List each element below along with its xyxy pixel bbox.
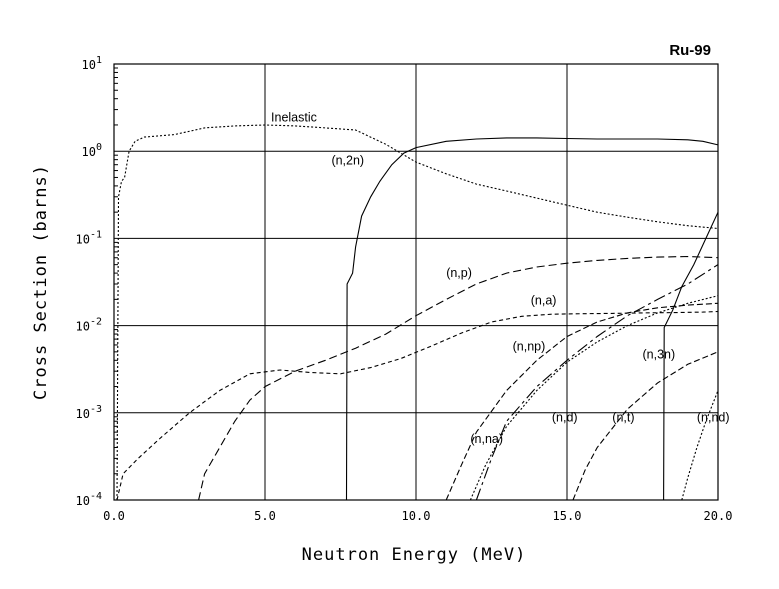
series-label: (n,nd) xyxy=(697,410,730,424)
series-line xyxy=(475,264,719,501)
tick-labels: 0.0 5.0 10.0 15.0 20.0 101 100 10-1 10-2 10-3 10-4 xyxy=(76,55,733,523)
x-tick-label: 0.0 xyxy=(103,509,125,523)
x-tick-label: 5.0 xyxy=(254,509,276,523)
y-axis-title: Cross Section (barns) xyxy=(31,164,51,400)
x-tick-label: 20.0 xyxy=(704,509,733,523)
chart-title: Ru-99 xyxy=(669,42,711,59)
series-labels: Inelastic (n,2n) (n,p) (n,a) (n,np) (n,d) (n,n… xyxy=(271,110,729,446)
series-label: (n,p) xyxy=(446,266,472,280)
series-label: (n,d) xyxy=(552,410,578,424)
y-tick-label: 10-3 xyxy=(76,404,103,421)
series-label: (n,na) xyxy=(470,432,503,446)
series-line xyxy=(198,255,719,501)
y-tick-label: 10-4 xyxy=(76,491,103,508)
grid xyxy=(114,64,718,500)
series-label: (n,a) xyxy=(531,293,557,307)
series-label: (n,2n) xyxy=(331,154,364,168)
x-axis-title: Neutron Energy (MeV) xyxy=(302,545,527,565)
plot-frame xyxy=(113,63,719,501)
y-tick-label: 100 xyxy=(82,142,102,159)
series-label: (n,np) xyxy=(513,339,546,353)
y-tick-label: 101 xyxy=(82,55,102,72)
series-label: (n,t) xyxy=(612,410,634,424)
series-line xyxy=(469,295,719,501)
series-label: Inelastic xyxy=(271,110,317,124)
series-line xyxy=(681,390,719,501)
series-line xyxy=(116,124,719,501)
y-tick-label: 10-1 xyxy=(76,229,103,246)
series-label: (n,3n) xyxy=(643,347,676,361)
series-line xyxy=(345,137,719,501)
series-line xyxy=(572,351,719,501)
x-tick-label: 15.0 xyxy=(553,509,582,523)
series-line xyxy=(663,211,719,501)
series-layer xyxy=(116,124,719,501)
x-tick-label: 10.0 xyxy=(402,509,431,523)
y-tick-label: 10-2 xyxy=(76,317,103,334)
